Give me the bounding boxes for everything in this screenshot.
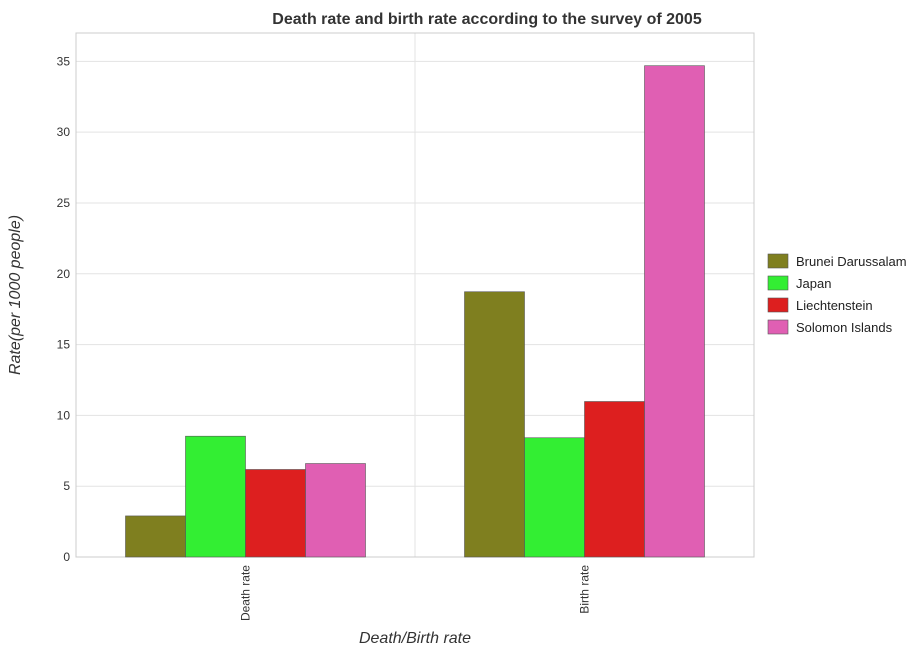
legend-label: Japan bbox=[796, 276, 831, 291]
legend-swatch bbox=[767, 297, 789, 313]
bar-japan-birth-rate bbox=[524, 437, 585, 558]
bar-solomon-islands-death-rate bbox=[305, 463, 366, 558]
y-tick-labels: 0 5 10 15 20 25 30 35 bbox=[57, 54, 71, 564]
bar-liechtenstein-birth-rate bbox=[584, 401, 645, 558]
y-tick-label: 10 bbox=[57, 408, 71, 422]
y-axis-title: Rate(per 1000 people) bbox=[7, 215, 24, 375]
y-tick-label: 30 bbox=[57, 125, 71, 139]
y-tick-label: 35 bbox=[57, 54, 71, 68]
x-tick-label: Death rate bbox=[239, 565, 253, 621]
plot-area-frame bbox=[75, 32, 755, 558]
x-tick-label: Birth rate bbox=[578, 565, 592, 614]
x-axis-title: Death/Birth rate bbox=[359, 630, 471, 647]
legend-swatch bbox=[767, 275, 789, 291]
legend-label: Liechtenstein bbox=[796, 298, 873, 313]
x-tick-labels: Death rate Birth rate bbox=[239, 565, 592, 621]
bars bbox=[125, 65, 705, 558]
bar-brunei-darussalam-death-rate bbox=[125, 515, 186, 558]
y-tick-label: 20 bbox=[57, 267, 71, 281]
bar-brunei-darussalam-birth-rate bbox=[464, 291, 525, 558]
bar-solomon-islands-birth-rate bbox=[644, 65, 705, 558]
legend: Brunei Darussalam Japan Liechtenstein Solom… bbox=[767, 253, 907, 335]
chart-title: Death rate and birth rate according to t… bbox=[272, 11, 702, 28]
y-tick-label: 0 bbox=[63, 550, 70, 564]
y-tick-label: 25 bbox=[57, 196, 71, 210]
bar-liechtenstein-death-rate bbox=[245, 469, 306, 558]
legend-swatch bbox=[767, 253, 789, 269]
legend-label: Brunei Darussalam bbox=[796, 254, 907, 269]
y-tick-label: 5 bbox=[63, 479, 70, 493]
y-tick-label: 15 bbox=[57, 338, 71, 352]
legend-label: Solomon Islands bbox=[796, 320, 893, 335]
legend-swatch bbox=[767, 319, 789, 335]
bar-japan-death-rate bbox=[185, 435, 246, 558]
